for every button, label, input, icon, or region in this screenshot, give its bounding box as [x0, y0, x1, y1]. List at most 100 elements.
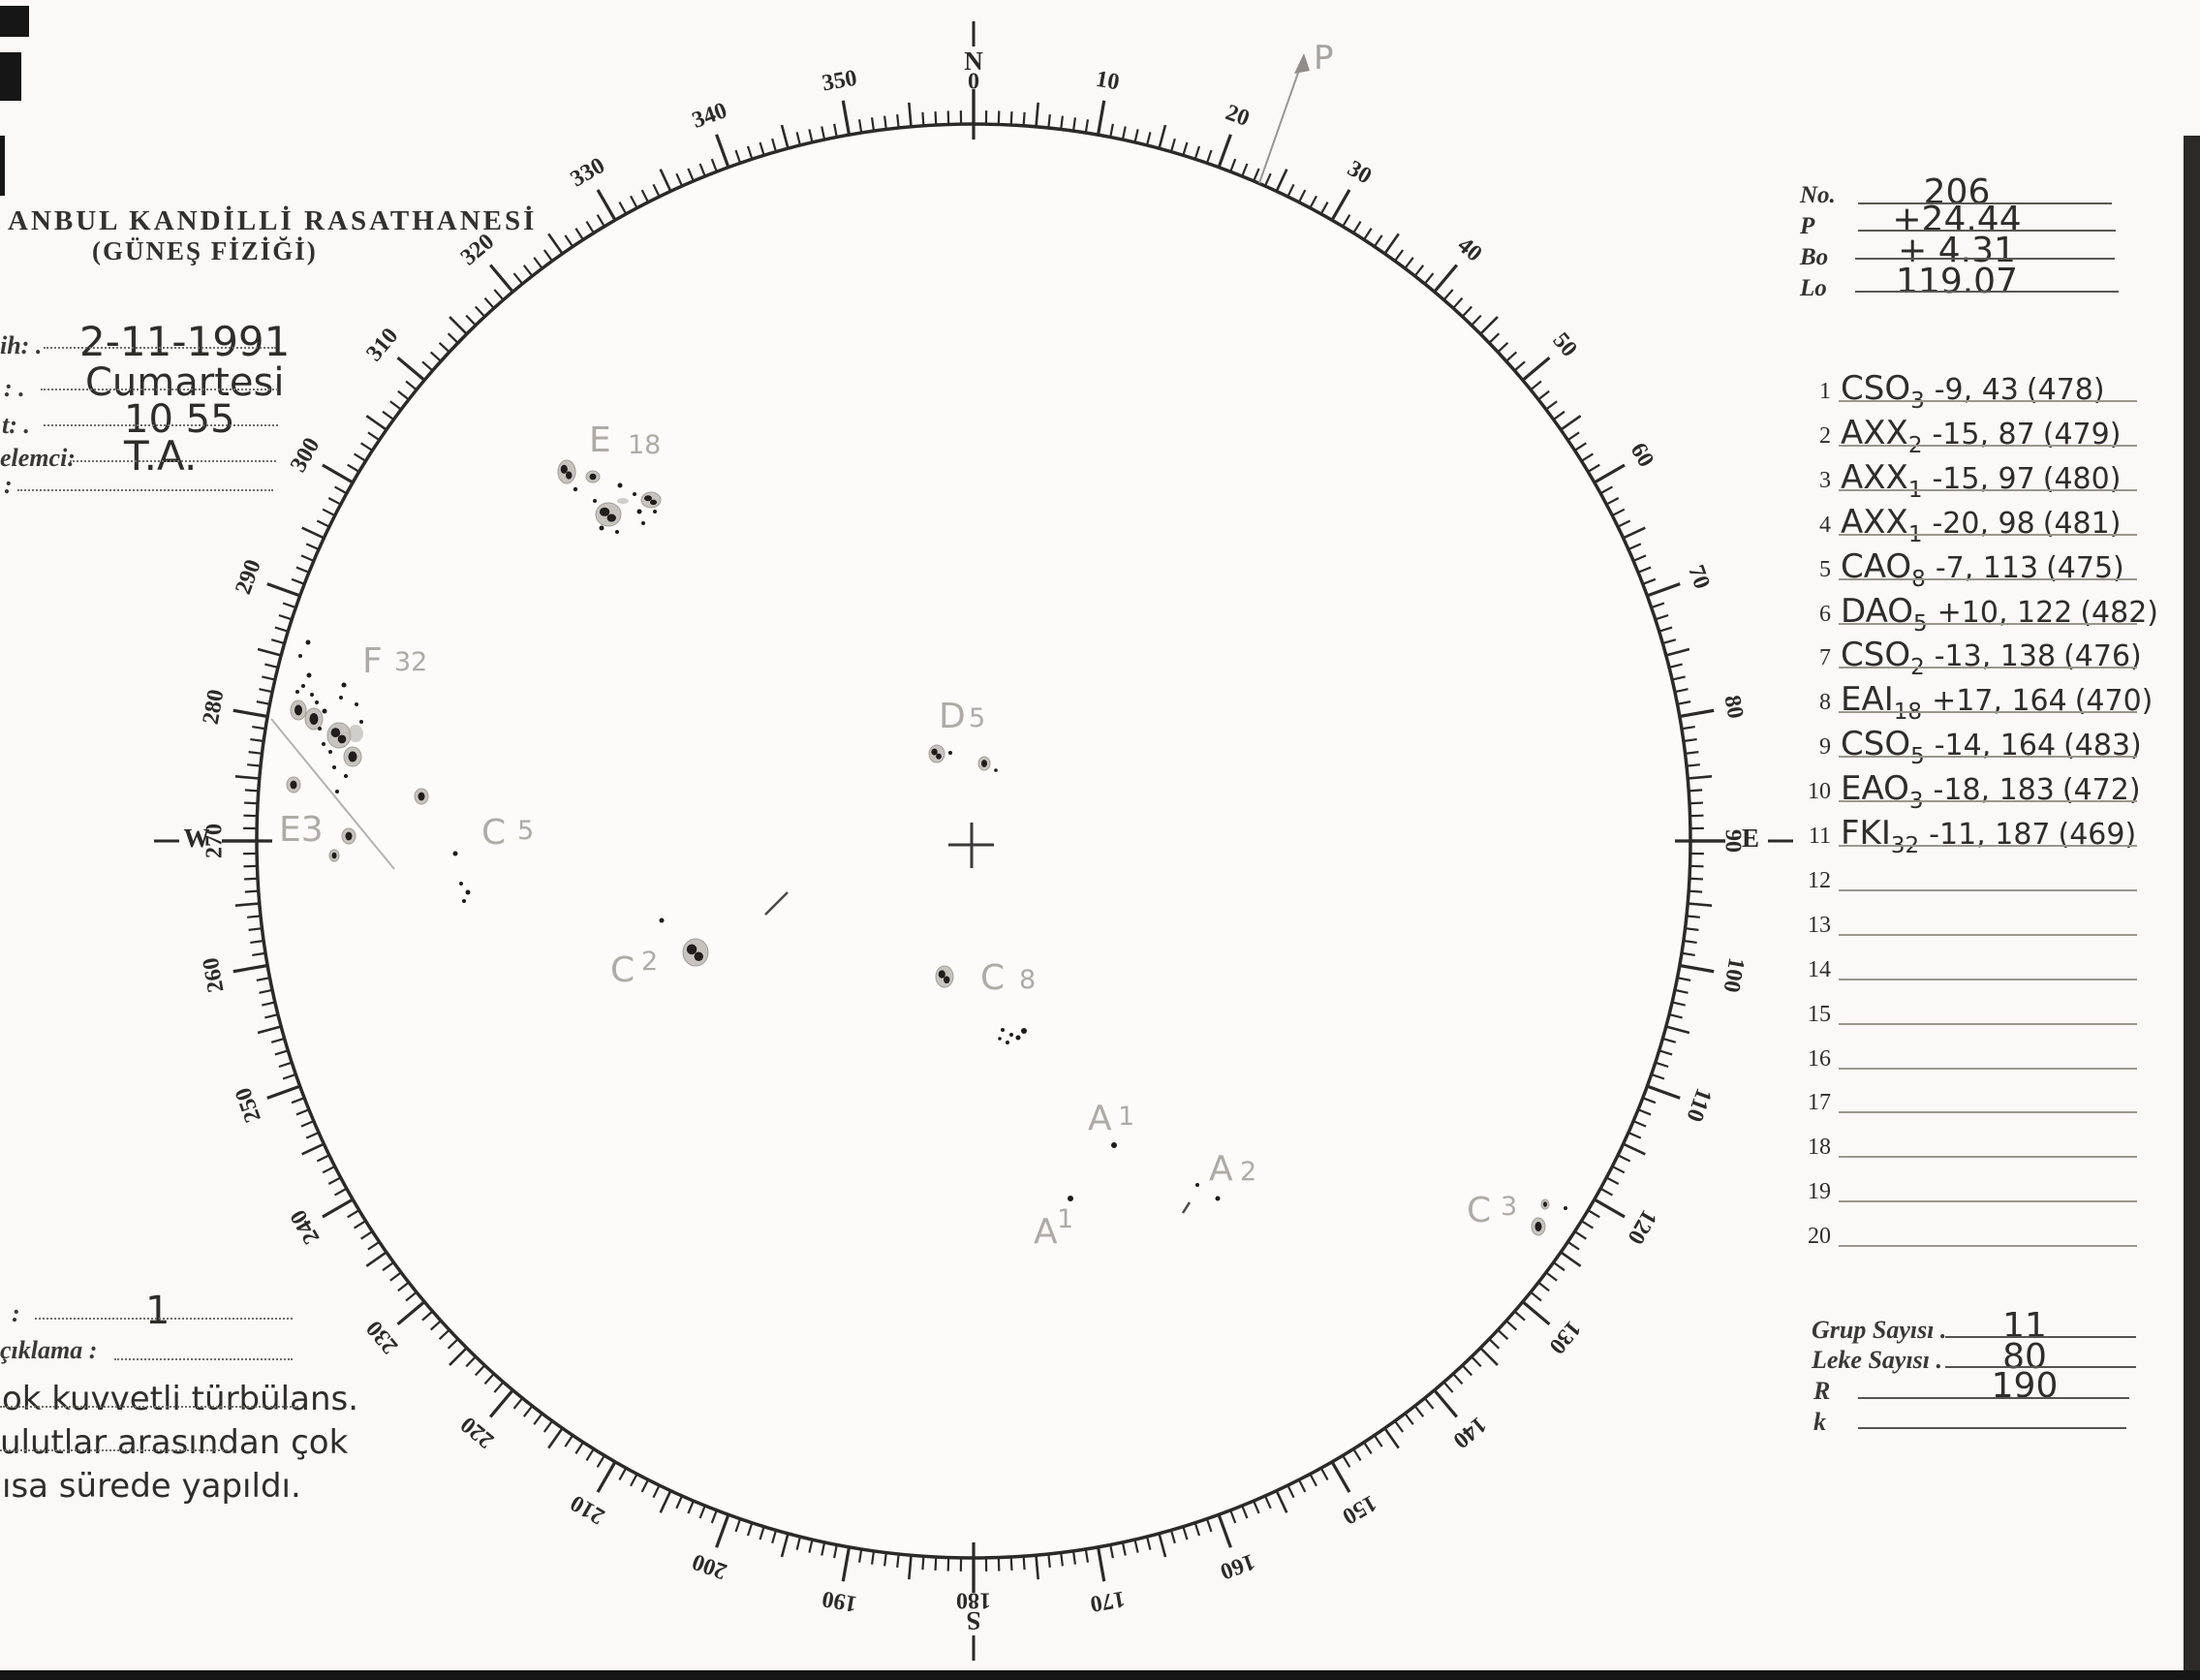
dial-tick — [405, 1291, 418, 1302]
dial-tick — [353, 1220, 367, 1229]
dial-tick — [1423, 272, 1435, 285]
dial-tick — [1263, 172, 1272, 187]
remarks-line-2: ulutlar arasından çok — [0, 1423, 349, 1462]
dial-tick — [746, 1522, 754, 1537]
dial-tick — [1605, 497, 1620, 506]
eph-underline — [1858, 202, 2112, 204]
sunspot-umbra — [644, 495, 652, 502]
dial-tick — [488, 1388, 514, 1418]
dial-degree-label: 140 — [1448, 1412, 1491, 1453]
dial-tick — [396, 356, 426, 382]
scan-artifact — [0, 136, 5, 196]
dial-tick — [316, 519, 330, 528]
sunspot-umbra — [599, 507, 610, 516]
dial-degree-label: 200 — [689, 1548, 730, 1584]
sunspot-dot — [298, 654, 302, 658]
dial-tick — [1352, 220, 1362, 234]
sunspot-group-number: 8 — [1019, 965, 1036, 995]
dial-tick — [262, 675, 276, 681]
sunspot-umbra — [560, 464, 568, 474]
dial-tick — [675, 172, 684, 187]
dial-tick — [334, 1187, 348, 1197]
dial-tick — [1662, 1037, 1677, 1043]
dial-tick — [1133, 129, 1139, 143]
dial-tick — [1505, 351, 1518, 362]
sunspot-dot — [1215, 1196, 1221, 1201]
dial-tick — [493, 289, 505, 301]
sunspot-dot — [617, 482, 623, 488]
dial-tick — [1193, 1522, 1201, 1537]
dial-tick — [808, 1539, 814, 1553]
p-angle-label: P — [1314, 39, 1334, 78]
dial-degree-label: 320 — [456, 229, 499, 270]
dial-tick — [908, 1555, 913, 1580]
dial-tick — [1642, 1097, 1657, 1104]
dial-tick — [1632, 1120, 1647, 1128]
dial-tick — [533, 257, 543, 269]
dial-tick — [257, 1025, 282, 1035]
group-list-row-number: 14 — [1808, 956, 1831, 982]
dial-tick — [1686, 763, 1700, 767]
dial-tick — [367, 1240, 381, 1251]
remarks-line-3: ısa sürede yapıldı. — [2, 1467, 301, 1506]
dial-degree-label: 130 — [1544, 1316, 1586, 1358]
dial-tick — [1286, 1484, 1295, 1499]
group-list-underline — [1839, 1200, 2137, 1203]
day-field-label: : . — [4, 374, 25, 402]
dial-tick — [1009, 110, 1013, 126]
dial-tick — [1241, 163, 1249, 177]
dial-tick — [1658, 1049, 1673, 1056]
group-list-underline — [1839, 1111, 2137, 1114]
dial-degree-label: 60 — [1626, 439, 1659, 472]
dial-tick — [1471, 314, 1482, 327]
dial-tick — [1121, 1541, 1127, 1556]
group-list-underline — [1839, 978, 2137, 980]
dial-tick — [1022, 1556, 1026, 1571]
dial-tick — [618, 1467, 628, 1480]
sunspot-dot — [1564, 1206, 1567, 1210]
dial-tick — [1319, 202, 1329, 215]
sunspot-dot — [994, 768, 998, 772]
sunspot-dot — [452, 851, 458, 856]
dial-tick — [1109, 123, 1114, 138]
dial-tick — [449, 1347, 468, 1366]
dial-tick — [322, 1198, 354, 1219]
dial-degree-label: 330 — [567, 153, 609, 193]
dial-tick — [447, 1338, 459, 1350]
sunspot-umbra — [606, 513, 616, 522]
sunspot-dot — [332, 765, 336, 769]
field-underline — [70, 460, 276, 462]
sunspot-group-number: 1 — [1057, 1204, 1073, 1234]
dial-tick — [1297, 189, 1307, 203]
group-list-underline — [1839, 933, 2137, 936]
dial-tick — [474, 1364, 486, 1377]
dial-tick — [1599, 485, 1613, 495]
totals-underline — [1945, 1366, 2136, 1368]
dial-degree-label: 70 — [1683, 562, 1715, 592]
dial-tick — [360, 442, 373, 451]
dial-tick — [305, 543, 320, 551]
dial-tick — [382, 1261, 394, 1272]
dial-tick — [1655, 613, 1669, 621]
sunspot-umbra — [418, 792, 425, 801]
dial-tick — [564, 234, 574, 248]
sunspot-umbra — [936, 753, 942, 760]
group-list-row-number: 9 — [1819, 734, 1831, 761]
cardinal-label: N — [964, 47, 983, 76]
dial-tick — [564, 1434, 574, 1447]
dial-tick — [1677, 977, 1691, 981]
sunspot-dot — [615, 530, 619, 534]
dial-tick — [1637, 566, 1652, 574]
dial-tick — [1145, 1536, 1152, 1550]
sunspot-umbra — [345, 831, 353, 841]
sunspot-faint — [617, 498, 629, 504]
group-list-row-number: 11 — [1808, 824, 1831, 849]
dial-tick — [857, 119, 863, 134]
dial-tick — [512, 272, 524, 285]
dial-tick — [1521, 1300, 1551, 1326]
dial-tick — [1121, 126, 1127, 140]
group-list-row-number: 15 — [1808, 1001, 1831, 1027]
dial-degree-label: 180 — [956, 1587, 991, 1612]
dial-tick — [1096, 1546, 1106, 1582]
dial-tick — [1566, 431, 1580, 442]
